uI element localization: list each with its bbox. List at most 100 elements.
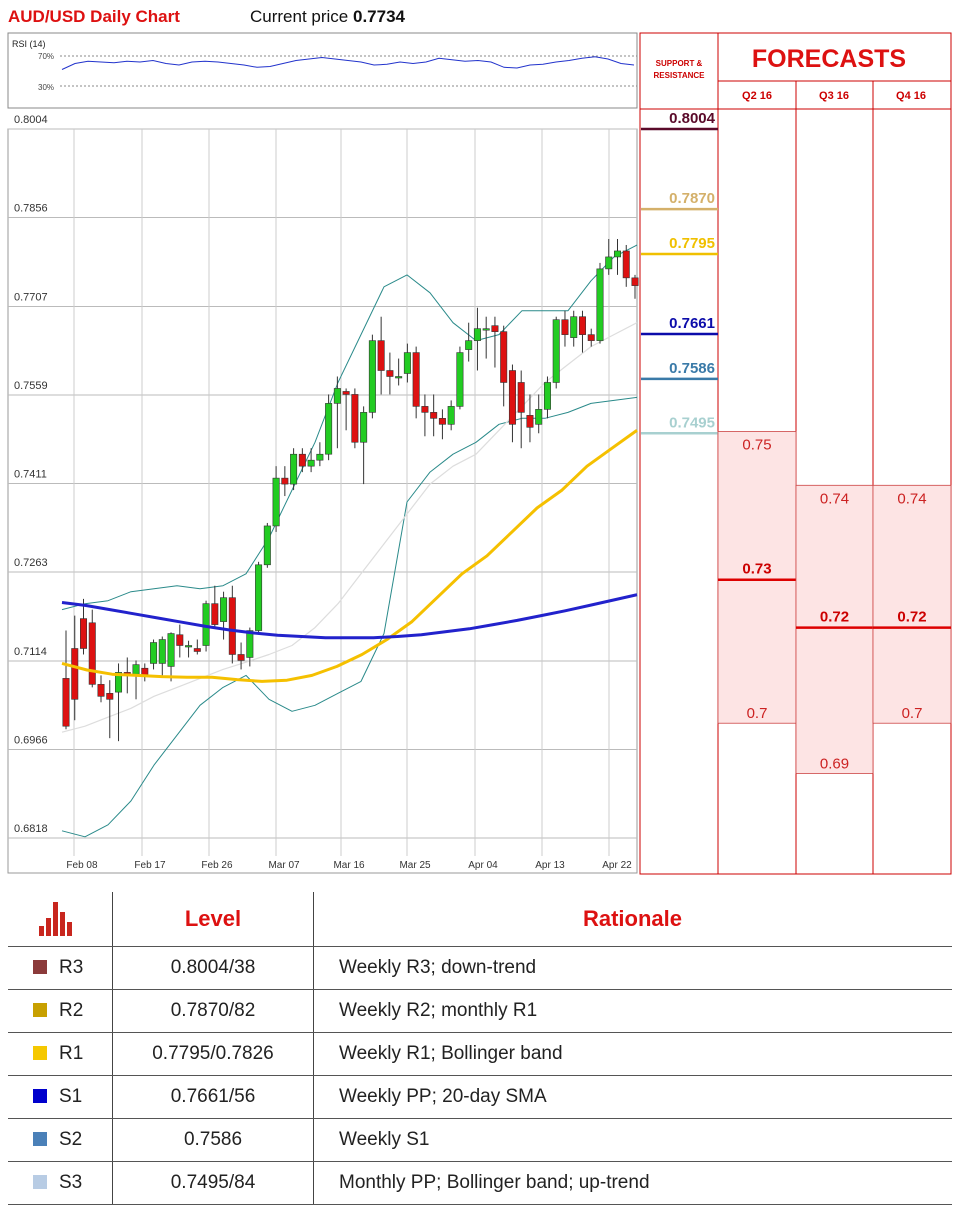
chart-title: AUD/USD Daily Chart	[8, 7, 180, 26]
candle	[570, 316, 578, 338]
x-tick-label: Feb 17	[134, 860, 166, 871]
candle	[246, 630, 254, 658]
level-code: S3	[59, 1172, 83, 1193]
levels-table-row: R3 0.8004/38 Weekly R3; down-trend	[8, 946, 952, 990]
candle	[281, 477, 289, 485]
candle	[500, 331, 508, 383]
current-price-label: Current price	[250, 7, 349, 26]
candle	[158, 639, 166, 664]
level-code: R3	[59, 957, 84, 978]
level-code: S2	[59, 1129, 83, 1150]
level-code: R1	[59, 1043, 84, 1064]
candle	[543, 382, 551, 410]
level-color-swatch	[33, 1132, 47, 1146]
candle	[403, 352, 411, 374]
candle	[316, 453, 324, 461]
candle	[80, 618, 88, 649]
bollinger-upper-line	[61, 244, 638, 611]
levels-table-row: S1 0.7661/56 Weekly PP; 20-day SMA	[8, 1075, 952, 1119]
x-tick-label: Feb 08	[66, 860, 98, 871]
candle	[473, 328, 481, 341]
level-value: 0.7870/82	[112, 989, 314, 1033]
sma-20-line	[61, 322, 638, 733]
forecast-mid: 0.72	[820, 609, 849, 626]
y-tick-label: 0.7263	[14, 557, 48, 569]
y-tick-label: 0.7559	[14, 380, 48, 392]
y-tick-label: 0.8004	[14, 114, 48, 126]
candle	[456, 352, 464, 407]
candle	[552, 319, 560, 383]
x-tick-label: Feb 26	[201, 860, 233, 871]
sr-level-value: 0.7870	[669, 190, 715, 207]
level-code-cell: R3	[8, 946, 113, 990]
rationale-header: Rationale	[313, 892, 952, 947]
candle	[185, 645, 193, 648]
forecast-low: 0.69	[820, 755, 849, 772]
level-code-cell: S1	[8, 1075, 113, 1119]
candle	[526, 415, 534, 428]
candle	[508, 370, 516, 425]
candle	[106, 693, 114, 700]
sr-header-line2: RESISTANCE	[654, 71, 706, 80]
level-rationale: Weekly R2; monthly R1	[313, 989, 952, 1033]
level-header: Level	[112, 892, 314, 947]
y-tick-label: 0.6966	[14, 735, 48, 747]
rsi-lower-label: 30%	[38, 83, 54, 92]
candle	[237, 654, 245, 661]
level-rationale: Monthly PP; Bollinger band; up-trend	[313, 1161, 952, 1205]
sr-header-line1: SUPPORT &	[656, 59, 703, 68]
bar-chart-icon	[39, 902, 74, 936]
sr-level-value: 0.7795	[669, 235, 715, 252]
sr-level-value: 0.8004	[669, 110, 716, 127]
candle	[255, 564, 263, 631]
candle	[491, 325, 499, 332]
candle	[447, 406, 455, 425]
candle	[115, 672, 123, 693]
candle	[298, 453, 306, 467]
candle	[272, 477, 280, 527]
candle	[517, 382, 525, 413]
candle	[342, 391, 350, 395]
x-tick-label: Mar 16	[333, 860, 365, 871]
candle	[482, 328, 490, 331]
candle	[62, 678, 70, 727]
forecast-range	[872, 484, 952, 724]
forecast-mid: 0.72	[897, 609, 926, 626]
rsi-pane	[7, 32, 638, 109]
candle	[150, 642, 158, 664]
forecast-range	[795, 484, 874, 774]
current-price: Current price 0.7734	[250, 7, 405, 27]
level-color-swatch	[33, 1003, 47, 1017]
forecast-low: 0.7	[747, 705, 768, 722]
level-code: S1	[59, 1086, 83, 1107]
candle	[211, 603, 219, 625]
sr-level-value: 0.7495	[669, 414, 715, 431]
candle	[176, 634, 184, 646]
candle	[430, 412, 438, 419]
candle	[465, 340, 473, 350]
level-value: 0.7495/84	[112, 1161, 314, 1205]
candle	[438, 418, 446, 425]
level-code-cell: R1	[8, 1032, 113, 1076]
candle	[596, 268, 604, 341]
sma-50-line	[61, 429, 638, 683]
candle	[561, 319, 569, 335]
level-color-swatch	[33, 1046, 47, 1060]
levels-table-row: S3 0.7495/84 Monthly PP; Bollinger band; u…	[8, 1161, 952, 1205]
rsi-label: RSI (14)	[12, 39, 46, 49]
level-rationale: Weekly R1; Bollinger band	[313, 1032, 952, 1076]
candle	[535, 409, 543, 425]
candle	[622, 250, 630, 279]
x-tick-label: Mar 07	[268, 860, 300, 871]
candle	[88, 622, 96, 685]
level-value: 0.8004/38	[112, 946, 314, 990]
levels-table-row: S2 0.7586 Weekly S1	[8, 1118, 952, 1162]
x-tick-label: Apr 22	[602, 860, 632, 871]
level-code-cell: R2	[8, 989, 113, 1033]
rsi-line	[61, 56, 635, 70]
rsi-upper-label: 70%	[38, 52, 54, 61]
candle	[193, 648, 201, 652]
candle	[360, 412, 368, 443]
candle	[263, 525, 271, 566]
quarter-header: Q3 16	[819, 90, 849, 102]
